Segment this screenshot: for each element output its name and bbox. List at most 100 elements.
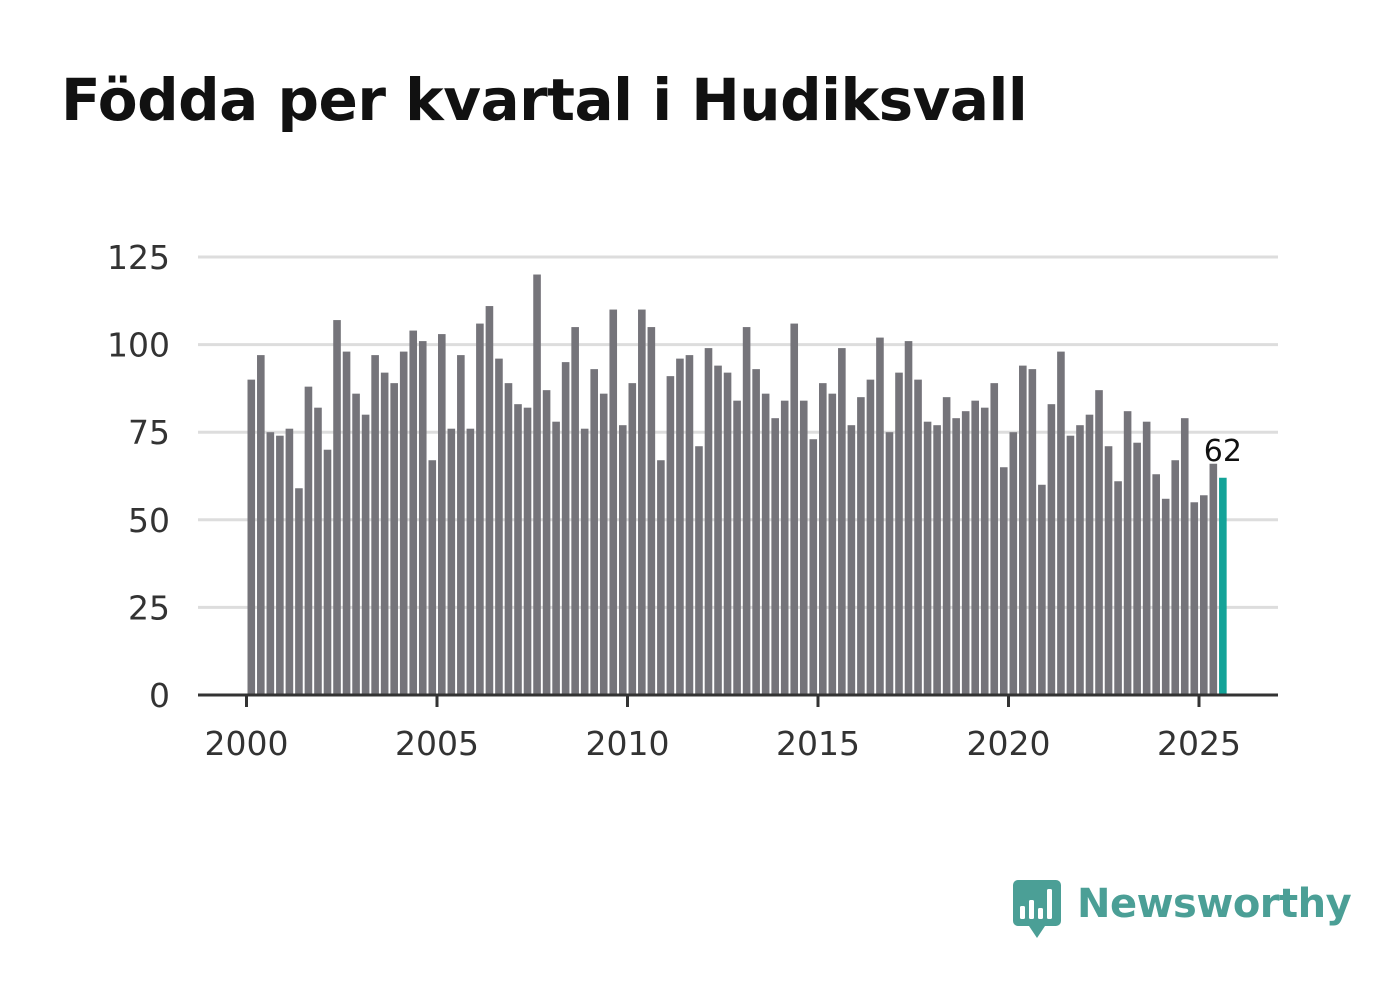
bar-2011-q4 xyxy=(695,446,703,695)
bar-2004-q2 xyxy=(409,330,418,695)
chart-title: Födda per kvartal i Hudiksvall xyxy=(61,66,1028,134)
y-tick-label-125: 125 xyxy=(107,238,170,277)
bar-2011-q1 xyxy=(666,376,675,695)
annotations: 62 xyxy=(1204,434,1242,469)
bar-2003-q2 xyxy=(371,355,379,695)
bar-2019-q1 xyxy=(971,400,979,695)
bar-2013-q3 xyxy=(761,393,770,695)
bar-2000-q1 xyxy=(247,379,256,695)
bar-2005-q4 xyxy=(466,428,475,695)
bar-2008-q1 xyxy=(552,421,560,695)
bar-2020-q1 xyxy=(1009,432,1018,695)
bar-2010-q4 xyxy=(657,460,665,695)
bar-2017-q4 xyxy=(923,421,932,695)
bar-2024-q4 xyxy=(1190,502,1199,695)
bar-2023-q4 xyxy=(1152,474,1160,695)
bar-2012-q2 xyxy=(714,365,722,695)
bar-2023-q3 xyxy=(1142,421,1151,695)
bar-2009-q4 xyxy=(618,425,627,695)
bar-2025-q2 xyxy=(1209,463,1218,695)
bar-2011-q2 xyxy=(676,358,684,695)
bar-2018-q1 xyxy=(933,425,941,695)
bar-2021-q4 xyxy=(1076,425,1084,695)
x-tick-label-2025: 2025 xyxy=(1157,724,1241,763)
bar-2024-q1 xyxy=(1161,498,1170,695)
x-tick-label-2005: 2005 xyxy=(395,724,479,763)
bar-2025-q3 xyxy=(1219,477,1227,695)
bar-2010-q2 xyxy=(638,309,646,695)
bar-2006-q3 xyxy=(495,358,503,695)
bar-2000-q3 xyxy=(266,432,275,695)
x-axis-tick-labels: 2000 2005 2010 2015 2020 2025 xyxy=(205,724,1241,763)
y-tick-label-75: 75 xyxy=(128,413,170,452)
bar-2001-q2 xyxy=(295,488,303,695)
bar-2014-q3 xyxy=(799,400,808,695)
bar-2021-q2 xyxy=(1057,351,1065,695)
bar-2005-q1 xyxy=(438,334,446,695)
bar-2017-q2 xyxy=(904,341,913,695)
bar-2017-q3 xyxy=(914,379,922,695)
bar-2019-q3 xyxy=(990,383,999,695)
bar-2004-q3 xyxy=(418,341,427,695)
bar-2005-q3 xyxy=(457,355,465,695)
bar-2007-q1 xyxy=(514,404,522,695)
bar-2024-q2 xyxy=(1171,460,1180,695)
bar-2003-q4 xyxy=(390,383,398,695)
y-axis-tick-labels: 0 25 50 75 100 125 xyxy=(107,238,170,715)
bar-2001-q3 xyxy=(304,386,313,695)
bar-2022-q1 xyxy=(1085,414,1094,695)
bar-2008-q2 xyxy=(561,362,570,695)
bars xyxy=(247,274,1227,695)
bar-2015-q1 xyxy=(819,383,827,695)
bar-2018-q2 xyxy=(942,397,951,695)
bar-2006-q1 xyxy=(476,323,484,695)
bar-2013-q1 xyxy=(742,327,751,695)
x-tick-label-2020: 2020 xyxy=(967,724,1051,763)
bar-2000-q2 xyxy=(257,355,265,695)
bar-2004-q4 xyxy=(428,460,437,695)
bar-2002-q1 xyxy=(323,449,332,695)
y-tick-label-0: 0 xyxy=(149,676,170,715)
bar-2012-q1 xyxy=(704,348,713,695)
x-tick-label-2010: 2010 xyxy=(586,724,670,763)
bar-2004-q1 xyxy=(399,351,408,695)
bar-2009-q3 xyxy=(609,309,618,695)
bar-2007-q4 xyxy=(542,390,551,695)
bar-2001-q1 xyxy=(285,428,294,695)
bar-2008-q3 xyxy=(571,327,579,695)
bar-2022-q3 xyxy=(1104,446,1113,695)
bar-2016-q4 xyxy=(885,432,894,695)
bar-2020-q2 xyxy=(1019,365,1027,695)
bar-2018-q3 xyxy=(952,418,960,695)
bar-2002-q2 xyxy=(333,320,341,695)
bar-2007-q3 xyxy=(533,274,541,695)
brand-name: Newsworthy xyxy=(1077,881,1352,927)
bar-2002-q4 xyxy=(352,393,360,695)
bar-2008-q4 xyxy=(580,428,589,695)
bar-2014-q2 xyxy=(790,323,799,695)
bar-2021-q3 xyxy=(1066,435,1075,695)
bar-2002-q3 xyxy=(342,351,351,695)
bar-2011-q3 xyxy=(685,355,694,695)
bar-2017-q1 xyxy=(895,372,903,695)
bar-2013-q4 xyxy=(771,418,779,695)
data-label-latest: 62 xyxy=(1204,434,1242,469)
bar-2024-q3 xyxy=(1180,418,1189,695)
x-tick-label-2015: 2015 xyxy=(776,724,860,763)
bar-2014-q1 xyxy=(780,400,789,695)
bar-2015-q4 xyxy=(847,425,856,695)
bar-chart-speech-bubble-icon xyxy=(1013,880,1061,938)
x-tick-label-2000: 2000 xyxy=(205,724,289,763)
bar-2010-q1 xyxy=(628,383,637,695)
bar-2021-q1 xyxy=(1047,404,1056,695)
bar-2019-q2 xyxy=(980,407,989,695)
bar-2001-q4 xyxy=(314,407,322,695)
bar-2020-q3 xyxy=(1028,369,1037,695)
bar-2007-q2 xyxy=(523,407,532,695)
bar-2016-q2 xyxy=(866,379,875,695)
newsworthy-logo: Newsworthy xyxy=(1012,878,1352,940)
bar-2014-q4 xyxy=(809,439,818,695)
bar-2016-q1 xyxy=(857,397,865,695)
bar-2020-q4 xyxy=(1038,484,1046,695)
